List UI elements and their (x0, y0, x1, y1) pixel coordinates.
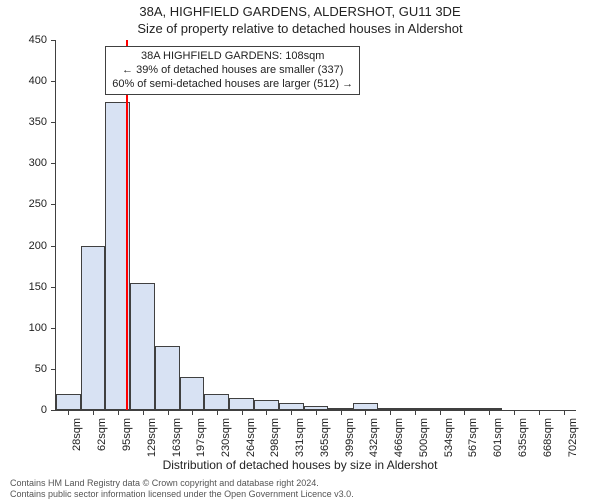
x-tick (217, 410, 218, 415)
histogram-bar (180, 377, 204, 410)
y-tick (51, 204, 56, 205)
x-tick-label: 365sqm (319, 418, 331, 457)
y-tick (51, 81, 56, 82)
x-axis-label: Distribution of detached houses by size … (0, 458, 600, 472)
x-tick (365, 410, 366, 415)
x-tick (539, 410, 540, 415)
x-tick (341, 410, 342, 415)
x-tick (291, 410, 292, 415)
x-tick-label: 635sqm (517, 418, 529, 457)
x-tick-label: 331sqm (294, 418, 306, 457)
histogram-bars (56, 40, 576, 410)
plot-area: 38A HIGHFIELD GARDENS: 108sqm ← 39% of d… (55, 40, 576, 411)
x-tick (440, 410, 441, 415)
x-tick-label: 163sqm (171, 418, 183, 457)
y-tick-label: 0 (0, 404, 47, 416)
footer-attribution: Contains HM Land Registry data © Crown c… (10, 478, 354, 499)
x-tick-label: 702sqm (567, 418, 579, 457)
y-tick (51, 163, 56, 164)
y-tick-label: 150 (0, 281, 47, 293)
y-tick (51, 122, 56, 123)
x-tick-label: 534sqm (443, 418, 455, 457)
x-tick (564, 410, 565, 415)
x-tick-label: 62sqm (96, 418, 108, 451)
histogram-bar (155, 346, 180, 410)
y-tick (51, 246, 56, 247)
y-tick-label: 250 (0, 198, 47, 210)
histogram-bar (229, 398, 254, 410)
footer-line-1: Contains HM Land Registry data © Crown c… (10, 478, 354, 488)
footer-line-2: Contains public sector information licen… (10, 489, 354, 499)
chart-title-subtitle: Size of property relative to detached ho… (0, 21, 600, 36)
x-tick (192, 410, 193, 415)
x-tick-label: 95sqm (121, 418, 133, 451)
y-tick (51, 40, 56, 41)
x-tick (93, 410, 94, 415)
x-tick-label: 668sqm (542, 418, 554, 457)
y-tick (51, 410, 56, 411)
x-tick (489, 410, 490, 415)
annotation-line-1: 38A HIGHFIELD GARDENS: 108sqm (112, 50, 353, 64)
property-marker-line (126, 40, 128, 410)
x-tick-label: 466sqm (393, 418, 405, 457)
x-tick-label: 129sqm (146, 418, 158, 457)
x-tick (143, 410, 144, 415)
x-tick-label: 432sqm (368, 418, 380, 457)
x-tick-label: 298sqm (269, 418, 281, 457)
x-tick-label: 601sqm (492, 418, 504, 457)
x-tick (390, 410, 391, 415)
y-tick-label: 450 (0, 34, 47, 46)
x-tick (118, 410, 119, 415)
chart-container: 38A, HIGHFIELD GARDENS, ALDERSHOT, GU11 … (0, 0, 600, 500)
histogram-bar (204, 394, 229, 410)
histogram-bar (130, 283, 155, 410)
y-tick-label: 400 (0, 75, 47, 87)
annotation-box: 38A HIGHFIELD GARDENS: 108sqm ← 39% of d… (105, 46, 360, 95)
x-tick (68, 410, 69, 415)
x-tick-label: 500sqm (418, 418, 430, 457)
chart-title-address: 38A, HIGHFIELD GARDENS, ALDERSHOT, GU11 … (0, 4, 600, 19)
x-tick (242, 410, 243, 415)
x-tick (415, 410, 416, 415)
y-tick-label: 200 (0, 240, 47, 252)
x-tick (514, 410, 515, 415)
y-tick-label: 100 (0, 322, 47, 334)
y-tick-label: 350 (0, 116, 47, 128)
x-tick-label: 230sqm (220, 418, 232, 457)
x-tick-label: 567sqm (467, 418, 479, 457)
annotation-line-2: ← 39% of detached houses are smaller (33… (112, 64, 353, 78)
x-tick (168, 410, 169, 415)
x-tick (464, 410, 465, 415)
y-tick-label: 50 (0, 363, 47, 375)
x-tick-label: 197sqm (195, 418, 207, 457)
y-tick (51, 369, 56, 370)
histogram-bar (254, 400, 278, 410)
x-tick (266, 410, 267, 415)
y-tick (51, 287, 56, 288)
x-tick-label: 399sqm (344, 418, 356, 457)
histogram-bar (81, 246, 105, 410)
annotation-line-3: 60% of semi-detached houses are larger (… (112, 78, 353, 92)
x-tick (316, 410, 317, 415)
x-tick-label: 28sqm (71, 418, 83, 451)
histogram-bar (56, 394, 81, 410)
y-tick (51, 328, 56, 329)
y-tick-label: 300 (0, 157, 47, 169)
x-tick-label: 264sqm (245, 418, 257, 457)
